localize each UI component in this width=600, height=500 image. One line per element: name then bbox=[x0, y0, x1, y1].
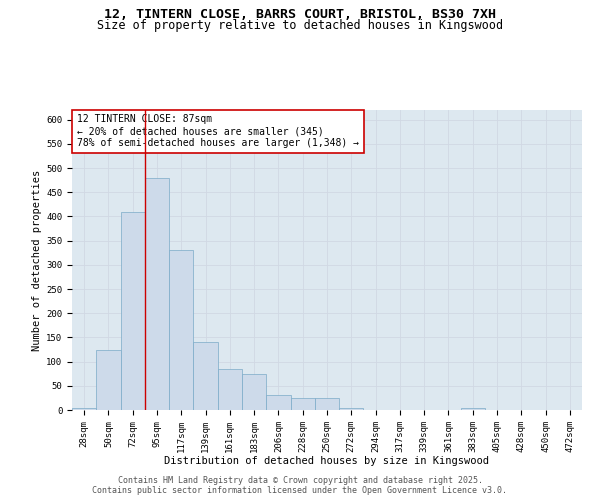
X-axis label: Distribution of detached houses by size in Kingswood: Distribution of detached houses by size … bbox=[164, 456, 490, 466]
Bar bbox=[72, 408, 96, 410]
Bar bbox=[266, 396, 290, 410]
Text: Contains HM Land Registry data © Crown copyright and database right 2025.
Contai: Contains HM Land Registry data © Crown c… bbox=[92, 476, 508, 495]
Bar bbox=[145, 178, 169, 410]
Bar bbox=[315, 398, 339, 410]
Bar bbox=[169, 250, 193, 410]
Bar bbox=[121, 212, 145, 410]
Bar bbox=[339, 408, 364, 410]
Text: 12 TINTERN CLOSE: 87sqm
← 20% of detached houses are smaller (345)
78% of semi-d: 12 TINTERN CLOSE: 87sqm ← 20% of detache… bbox=[77, 114, 359, 148]
Bar bbox=[96, 350, 121, 410]
Bar bbox=[218, 369, 242, 410]
Bar bbox=[193, 342, 218, 410]
Text: 12, TINTERN CLOSE, BARRS COURT, BRISTOL, BS30 7XH: 12, TINTERN CLOSE, BARRS COURT, BRISTOL,… bbox=[104, 8, 496, 20]
Bar bbox=[242, 374, 266, 410]
Y-axis label: Number of detached properties: Number of detached properties bbox=[32, 170, 42, 350]
Bar bbox=[290, 398, 315, 410]
Text: Size of property relative to detached houses in Kingswood: Size of property relative to detached ho… bbox=[97, 19, 503, 32]
Bar bbox=[461, 408, 485, 410]
